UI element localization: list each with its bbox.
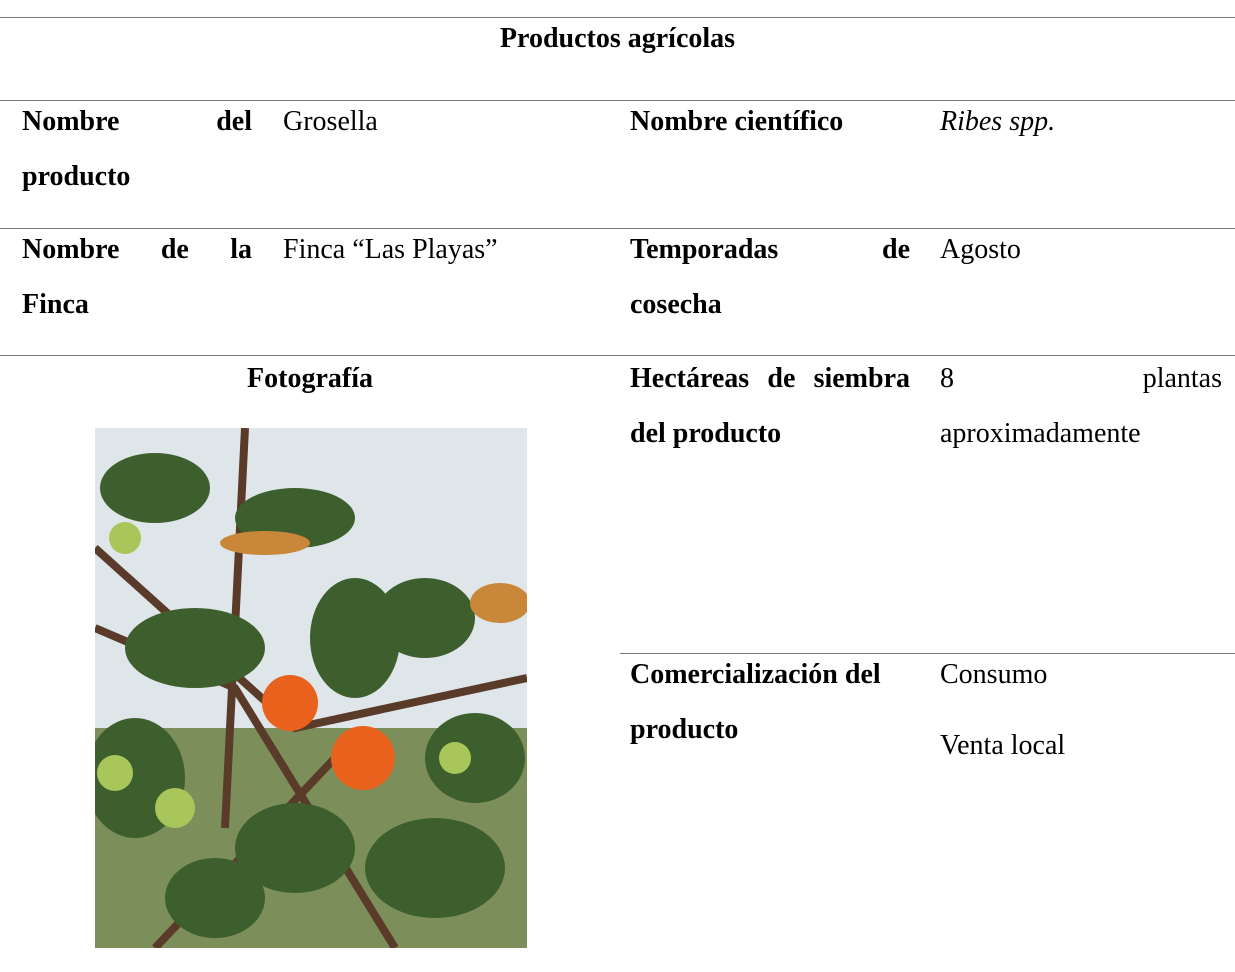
rule xyxy=(0,228,1235,229)
rule xyxy=(0,17,1235,18)
field-value: Agosto xyxy=(940,234,1021,265)
field-label: Nombre de la Finca xyxy=(22,234,252,320)
rule xyxy=(0,100,1235,101)
field-label: Nombre científico xyxy=(630,106,844,137)
table-title: Productos agrícolas xyxy=(499,23,736,54)
field-label: Temporadas de cosecha xyxy=(630,234,910,320)
field-value: 8 plantas aproximadamente xyxy=(940,363,1222,449)
field-value: Venta local xyxy=(940,730,1066,761)
field-value: Consumo xyxy=(940,659,1048,690)
field-value: Grosella xyxy=(283,106,378,137)
field-label: Nombre del producto xyxy=(22,106,252,192)
field-label: Hectáreas de siembra del producto xyxy=(630,363,910,449)
photo xyxy=(95,428,527,948)
rule xyxy=(620,653,1235,654)
field-value: Ribes spp. xyxy=(940,106,1056,137)
field-label: Comercialización del producto xyxy=(630,659,881,745)
field-value: Finca “Las Playas” xyxy=(283,234,498,265)
photo-label: Fotografía xyxy=(247,363,373,394)
rule xyxy=(0,355,1235,356)
